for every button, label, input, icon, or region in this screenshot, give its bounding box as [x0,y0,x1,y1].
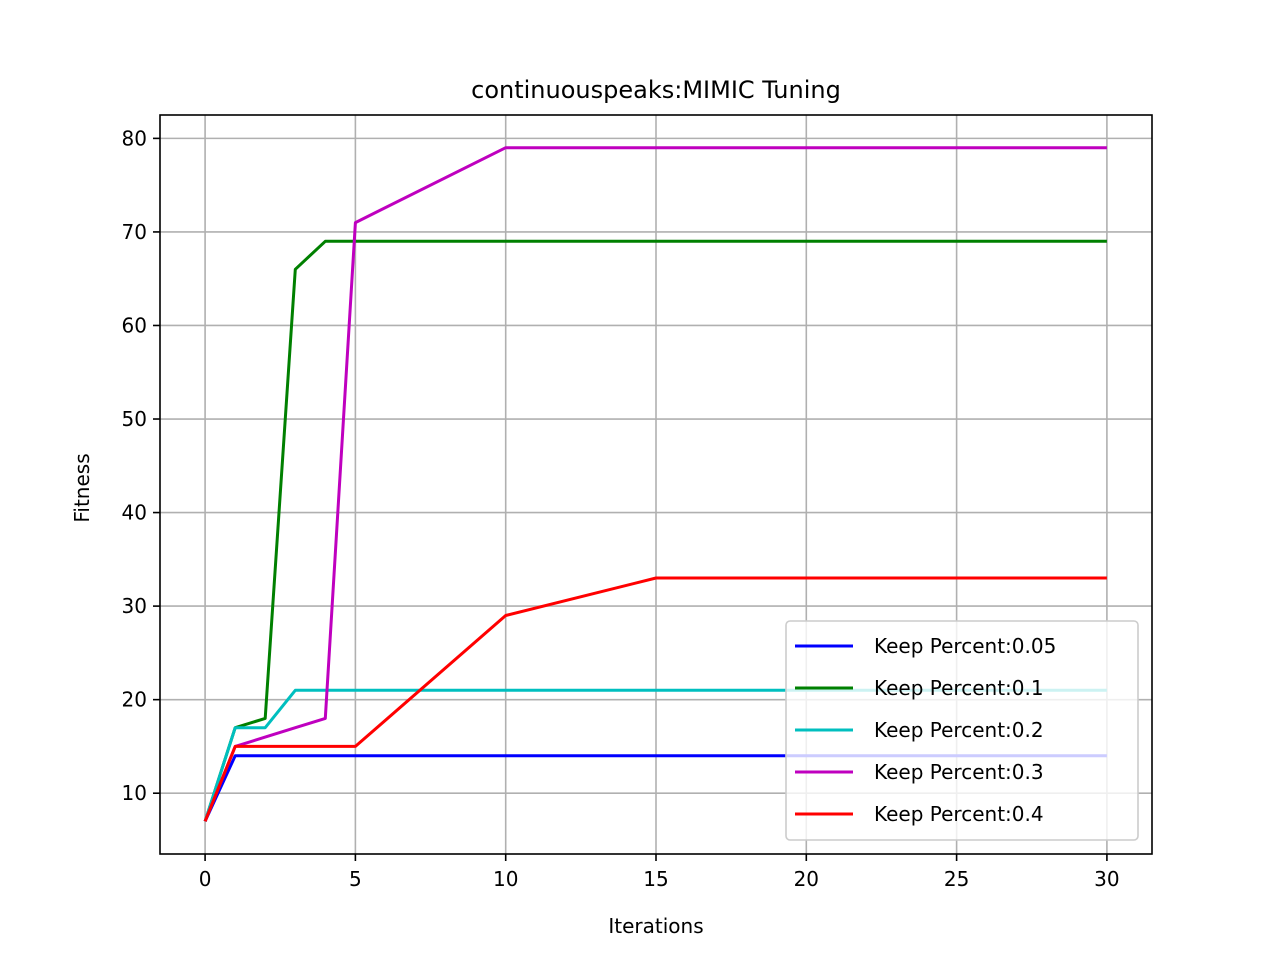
series-line-4 [203,146,1107,822]
axis-ticks: 0 5 10 15 20 25 30 10 20 30 40 50 60 70 80 [122,126,1120,891]
y-tick-label: 80 [122,126,147,150]
legend-label: Keep Percent:0.4 [874,802,1044,826]
y-tick-label: 10 [122,781,147,805]
x-tick-label: 30 [1094,867,1119,891]
series-line-5 [203,576,1107,822]
y-tick-label: 60 [122,313,147,337]
x-tick-label: 25 [944,867,969,891]
legend-label: Keep Percent:0.1 [874,676,1044,700]
x-tick-label: 20 [794,867,819,891]
y-tick-label: 40 [122,501,147,525]
legend: Keep Percent:0.05 Keep Percent:0.1 Keep Pe… [785,620,1139,841]
x-tick-label: 15 [643,867,668,891]
legend-box [785,620,1139,841]
x-tick-label: 5 [349,867,362,891]
y-tick-label: 20 [122,688,147,712]
legend-label: Keep Percent:0.05 [874,634,1056,658]
chart-title: continuouspeaks:MIMIC Tuning [471,76,841,104]
y-axis-label: Fitness [70,453,94,522]
legend-label: Keep Percent:0.3 [874,760,1044,784]
y-tick-label: 50 [122,407,147,431]
y-tick-label: 30 [122,594,147,618]
legend-label: Keep Percent:0.2 [874,718,1044,742]
x-axis-label: Iterations [608,914,703,938]
x-tick-label: 10 [493,867,518,891]
x-tick-label: 0 [199,867,212,891]
y-tick-label: 70 [122,220,147,244]
